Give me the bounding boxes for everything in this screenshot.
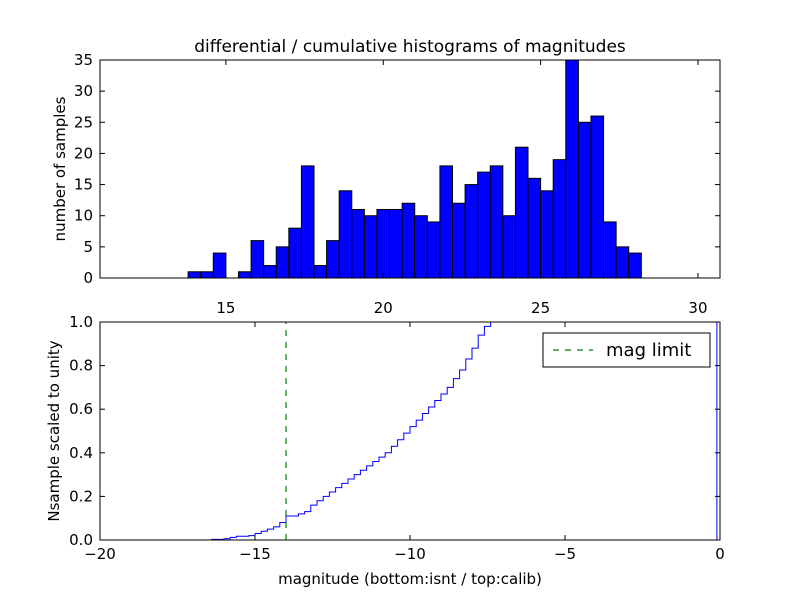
top-axes-frame [99,59,721,279]
histogram-bar [275,246,290,279]
histogram-bar [187,271,202,279]
cumulative-histogram-panel: Nsample scaled to unity magnitude (botto… [45,313,725,588]
top-y-tick-label: 35 [74,51,93,69]
histogram-bar [326,240,340,279]
histogram-bar [401,202,416,279]
histogram-bar [489,165,504,279]
bottom-axis-ticks: −20 −15 −10 −5 0 0.0 0.2 0.4 0.6 0.8 1.0 [69,313,725,563]
histogram-bar [250,240,265,279]
top-x-tick-label: 15 [216,299,235,317]
bottom-y-tick-label: 0.6 [69,400,93,418]
top-x-tick-label: 30 [688,299,707,317]
histogram-bar [514,146,529,279]
histogram-bar [237,271,252,279]
top-y-tick-label: 5 [83,238,93,256]
bottom-y-tick-label: 0.8 [69,357,93,375]
legend-mag-limit-label: mag limit [606,340,691,361]
bottom-x-tick-label: −15 [239,545,271,563]
top-y-tick-label: 10 [74,207,93,225]
bottom-axes-frame [99,321,721,541]
histogram-bar [552,159,567,279]
chart-title: differential / cumulative histograms of … [194,37,626,57]
top-y-axis-label: number of samples [51,96,69,241]
histogram-bar [351,208,365,279]
histogram-bar [426,221,441,279]
histogram-bar [477,171,491,279]
histogram-bar [363,215,378,279]
histogram-bar [603,221,617,279]
histogram-bar [389,208,403,279]
histogram-bar [527,177,542,279]
histogram-bar [502,215,516,279]
top-y-tick-label: 0 [83,269,93,287]
histogram-bar [212,252,227,279]
top-y-tick-label: 20 [74,144,93,162]
histogram-bar [300,165,315,279]
histogram-bar [628,252,642,279]
histogram-bar [439,165,453,279]
histogram-bar [565,59,579,279]
histogram-bar [451,202,466,279]
histogram-bar [540,190,554,279]
bottom-y-tick-label: 0.0 [69,531,93,549]
top-y-tick-label: 25 [74,113,93,131]
top-x-tick-label: 25 [531,299,550,317]
histogram-bar [263,265,277,279]
bottom-x-tick-label: −10 [394,545,426,563]
bottom-x-tick-label: −20 [84,545,116,563]
histogram-bar [615,246,630,279]
histogram-bar [414,215,428,279]
bottom-x-axis-label: magnitude (bottom:isnt / top:calib) [278,570,542,588]
bottom-y-tick-label: 0.4 [69,444,93,462]
top-axis-ticks: 15 20 25 30 0 5 10 15 20 25 30 35 [74,51,720,317]
bottom-y-tick-label: 0.2 [69,487,93,505]
histogram-bar [577,121,592,279]
histogram-bar [376,208,391,279]
cumulative-plot-lines [100,321,718,541]
bottom-x-tick-label: 0 [715,545,725,563]
histogram-bar [338,190,353,279]
bottom-x-tick-label: −5 [554,545,576,563]
histogram-bar [590,115,605,279]
histogram-bar [200,271,214,279]
top-y-tick-label: 15 [74,176,93,194]
histogram-bar [288,227,302,279]
bottom-y-axis-label: Nsample scaled to unity [45,340,63,521]
cumulative-step-line [100,321,718,541]
top-y-tick-label: 30 [74,82,93,100]
histogram-bar [313,265,328,279]
histogram-bar [464,184,479,279]
legend: mag limit [542,332,711,368]
bottom-y-tick-label: 1.0 [69,313,93,331]
top-x-tick-label: 20 [374,299,393,317]
